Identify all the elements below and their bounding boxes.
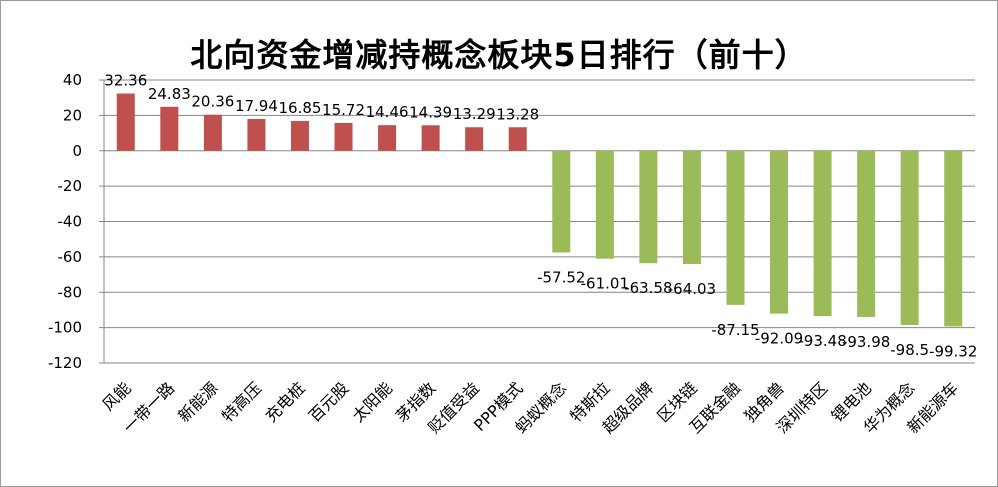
bar xyxy=(421,125,440,151)
data-label: -93.48 xyxy=(798,332,846,350)
data-label: 20.36 xyxy=(191,93,234,111)
y-tick-label: -60 xyxy=(58,248,83,266)
data-label: 15.72 xyxy=(322,101,365,119)
data-label: 13.29 xyxy=(453,105,496,123)
bar xyxy=(813,150,832,317)
bar xyxy=(116,93,135,151)
y-tick-label: -120 xyxy=(48,354,82,372)
data-label: 24.83 xyxy=(148,85,191,103)
bar xyxy=(334,122,353,151)
data-label: 17.94 xyxy=(235,97,278,115)
data-label: -57.52 xyxy=(537,268,585,286)
bar xyxy=(682,150,701,265)
data-label: -93.98 xyxy=(842,333,890,351)
bar xyxy=(900,150,919,325)
category-label: 风能 xyxy=(99,378,135,414)
bar xyxy=(203,114,222,151)
category-label: 特高压 xyxy=(218,378,265,425)
data-label: 16.85 xyxy=(278,99,321,117)
y-tick-label: -20 xyxy=(58,177,83,195)
bar xyxy=(160,106,179,151)
bar xyxy=(726,150,745,305)
y-tick-label: -100 xyxy=(48,319,82,337)
bar xyxy=(508,127,527,151)
bar xyxy=(290,120,309,151)
data-label: -63.58 xyxy=(624,279,672,297)
data-label: 14.39 xyxy=(409,103,452,121)
data-label: -87.15 xyxy=(711,321,759,339)
bar xyxy=(247,119,266,151)
y-tick-label: -40 xyxy=(58,213,83,231)
bar xyxy=(378,125,397,151)
bar xyxy=(595,150,614,259)
data-label: -99.32 xyxy=(929,342,977,360)
bar xyxy=(465,127,484,151)
category-label: 充电桩 xyxy=(261,378,308,425)
bar xyxy=(639,150,658,264)
data-label: 14.46 xyxy=(366,103,409,121)
data-label: 13.28 xyxy=(496,105,539,123)
y-tick-label: -80 xyxy=(58,283,83,301)
category-label: 百元股 xyxy=(305,378,352,425)
category-label: 新能源 xyxy=(174,378,221,425)
y-tick-label: 0 xyxy=(72,142,82,160)
data-label: -61.01 xyxy=(581,275,629,293)
data-label: -92.09 xyxy=(755,330,803,348)
data-label: -64.03 xyxy=(668,280,716,298)
data-label: -98.5 xyxy=(890,341,929,359)
data-label: 32.36 xyxy=(104,72,147,90)
bar xyxy=(770,150,789,314)
bar xyxy=(552,150,571,253)
bar xyxy=(944,150,963,327)
y-tick-label: 40 xyxy=(63,71,82,89)
y-tick-label: 20 xyxy=(63,106,82,124)
category-label: 太阳能 xyxy=(349,378,396,425)
bar xyxy=(857,150,876,317)
chart-title: 北向资金增减持概念板块5日排行（前十） xyxy=(190,36,808,74)
